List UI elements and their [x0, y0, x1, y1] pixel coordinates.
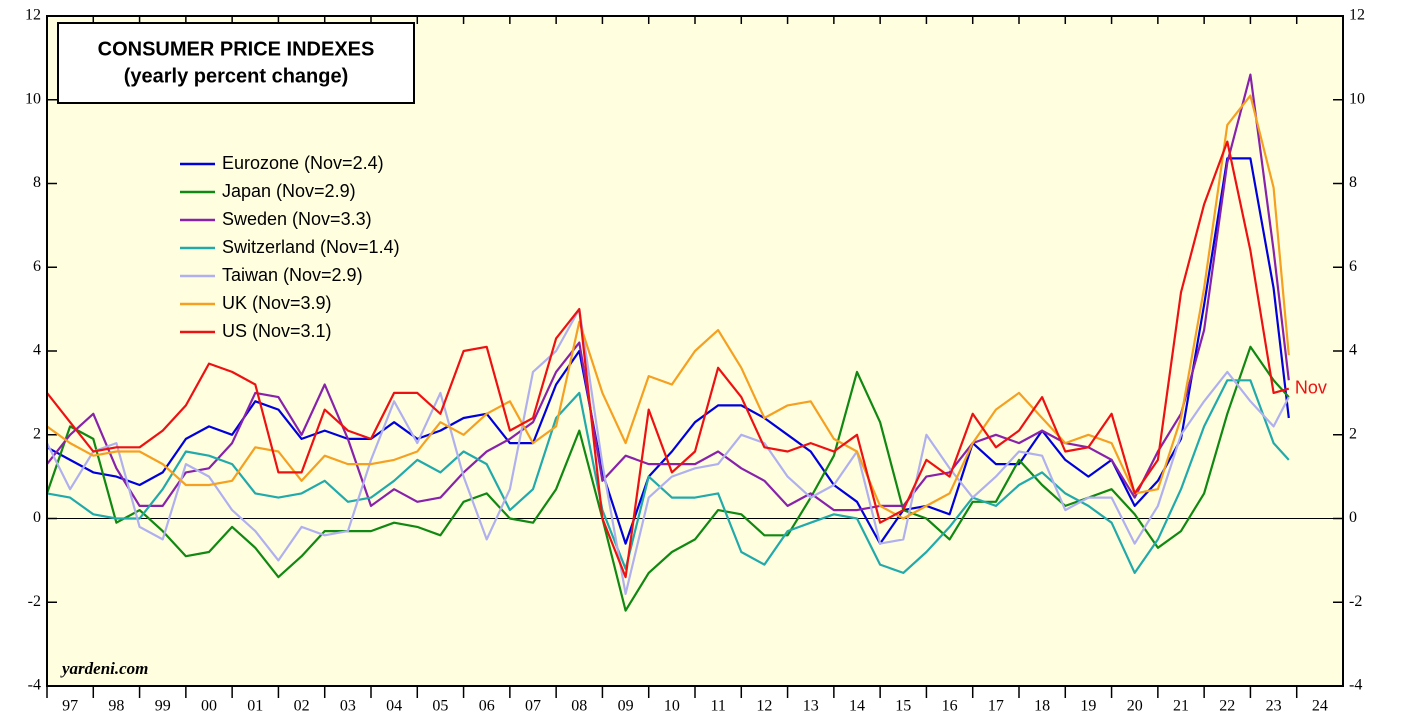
x-tick-label: 99 [155, 698, 171, 715]
y-tick-label: 4 [33, 342, 41, 359]
chart-subtitle: (yearly percent change) [124, 65, 349, 87]
legend-label: Eurozone (Nov=2.4) [222, 153, 384, 173]
legend-label: UK (Nov=3.9) [222, 293, 332, 313]
x-tick-label: 10 [664, 698, 680, 715]
x-tick-label: 09 [618, 698, 634, 715]
x-tick-label: 18 [1034, 698, 1050, 715]
x-tick-label: 11 [710, 698, 725, 715]
x-tick-label: 20 [1127, 698, 1143, 715]
source: yardeni.com [60, 659, 148, 678]
y-tick-label: 0 [33, 509, 41, 526]
x-tick-label: 12 [756, 698, 772, 715]
x-tick-label: 24 [1312, 698, 1328, 715]
x-tick-label: 07 [525, 698, 541, 715]
x-tick-label: 02 [294, 698, 310, 715]
x-tick-label: 16 [942, 698, 958, 715]
title-box [57, 22, 415, 104]
y-tick-label: 6 [33, 258, 41, 275]
series-line [47, 140, 1290, 579]
plot-frame [46, 15, 1344, 687]
legend-label: Taiwan (Nov=2.9) [222, 265, 363, 285]
x-tick-label: 97 [62, 698, 78, 715]
x-tick-label: 01 [247, 698, 263, 715]
y-tick-label: 12 [25, 7, 41, 24]
x-tick-label: 17 [988, 698, 1004, 715]
x-tick-label: 15 [895, 698, 911, 715]
legend-label: Switzerland (Nov=1.4) [222, 237, 400, 257]
legend-label: Japan (Nov=2.9) [222, 181, 356, 201]
x-tick-label: 00 [201, 698, 217, 715]
x-tick-label: 14 [849, 698, 865, 715]
series-line [47, 94, 1290, 520]
x-tick-label: 98 [108, 698, 124, 715]
x-tick-label: 04 [386, 698, 402, 715]
x-tick-label: 22 [1219, 698, 1235, 715]
y-tick-label: 8 [33, 174, 41, 191]
x-tick-label: 23 [1266, 698, 1282, 715]
x-tick-label: 13 [803, 698, 819, 715]
x-tick-label: 03 [340, 698, 356, 715]
y-tick-label: 10 [25, 90, 41, 107]
y2-tick-label: 10 [1349, 90, 1365, 107]
x-tick-label: 19 [1080, 698, 1096, 715]
y2-tick-label: 12 [1349, 7, 1365, 24]
legend-label: US (Nov=3.1) [222, 321, 332, 341]
y2-tick-label: 6 [1349, 258, 1357, 275]
y2-tick-label: -2 [1349, 593, 1362, 610]
y2-tick-label: 8 [1349, 174, 1357, 191]
annotation: Nov [1295, 377, 1327, 397]
y2-tick-label: 4 [1349, 342, 1357, 359]
series-line [47, 157, 1290, 545]
y-tick-label: -4 [28, 677, 41, 694]
y2-tick-label: -4 [1349, 677, 1362, 694]
y-tick-label: 2 [33, 425, 41, 442]
chart-title: CONSUMER PRICE INDEXES [98, 38, 375, 60]
x-tick-label: 06 [479, 698, 495, 715]
series-line [47, 308, 1290, 595]
y2-tick-label: 0 [1349, 509, 1357, 526]
series-line [47, 379, 1290, 574]
x-tick-label: 21 [1173, 698, 1189, 715]
x-tick-label: 05 [432, 698, 448, 715]
y-tick-label: -2 [28, 593, 41, 610]
legend-label: Sweden (Nov=3.3) [222, 209, 372, 229]
y2-tick-label: 2 [1349, 425, 1357, 442]
x-tick-label: 08 [571, 698, 587, 715]
